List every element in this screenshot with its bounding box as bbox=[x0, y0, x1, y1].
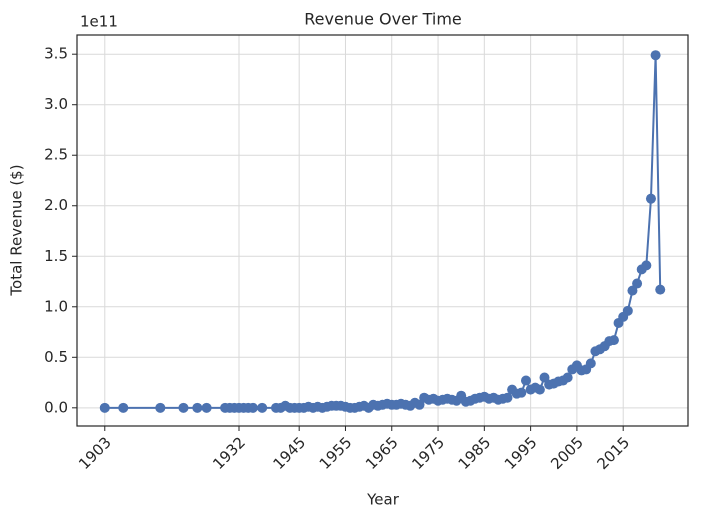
y-offset-label: 1e11 bbox=[80, 13, 118, 31]
data-point bbox=[632, 278, 643, 289]
plot-frame bbox=[76, 34, 689, 427]
data-point bbox=[118, 402, 129, 413]
y-tick-label: 3.5 bbox=[44, 45, 68, 63]
x-tick-label: 1995 bbox=[501, 433, 541, 473]
data-point bbox=[502, 392, 513, 403]
x-tick-label: 1955 bbox=[316, 433, 356, 473]
data-point bbox=[247, 402, 258, 413]
data-point bbox=[645, 193, 656, 204]
x-tick-label: 1903 bbox=[75, 433, 115, 473]
data-point bbox=[562, 372, 573, 383]
data-point bbox=[534, 384, 545, 395]
data-point bbox=[257, 402, 268, 413]
data-point bbox=[99, 402, 110, 413]
data-point bbox=[520, 375, 531, 386]
x-tick-label: 1985 bbox=[455, 433, 495, 473]
y-tick-label: 1.5 bbox=[44, 247, 68, 265]
y-axis-label: Total Revenue ($) bbox=[8, 164, 26, 296]
x-tick-label: 2015 bbox=[593, 433, 633, 473]
y-tick-label: 2.5 bbox=[44, 146, 68, 164]
x-axis-label: Year bbox=[366, 491, 400, 509]
data-point bbox=[178, 402, 189, 413]
data-point bbox=[539, 372, 550, 383]
data-point bbox=[201, 402, 212, 413]
data-point bbox=[585, 358, 596, 369]
x-tick-label: 1932 bbox=[209, 433, 249, 473]
x-tick-label: 1945 bbox=[269, 433, 309, 473]
data-point bbox=[650, 50, 661, 61]
data-point bbox=[627, 285, 638, 296]
x-tick-label: 1965 bbox=[362, 433, 402, 473]
y-tick-label: 2.0 bbox=[44, 196, 68, 214]
data-point bbox=[622, 305, 633, 316]
x-tick-label: 2005 bbox=[547, 433, 587, 473]
y-tick-label: 0.5 bbox=[44, 348, 68, 366]
chart-title: Revenue Over Time bbox=[304, 10, 462, 29]
data-point bbox=[414, 399, 425, 410]
data-point bbox=[655, 284, 666, 295]
y-tick-label: 0.0 bbox=[44, 398, 68, 416]
y-tick-label: 3.0 bbox=[44, 95, 68, 113]
data-point bbox=[155, 402, 166, 413]
y-tick-label: 1.0 bbox=[44, 297, 68, 315]
data-point bbox=[641, 260, 652, 271]
x-tick-label: 1975 bbox=[408, 433, 448, 473]
data-point bbox=[192, 402, 203, 413]
data-point bbox=[516, 387, 527, 398]
data-point bbox=[608, 335, 619, 346]
